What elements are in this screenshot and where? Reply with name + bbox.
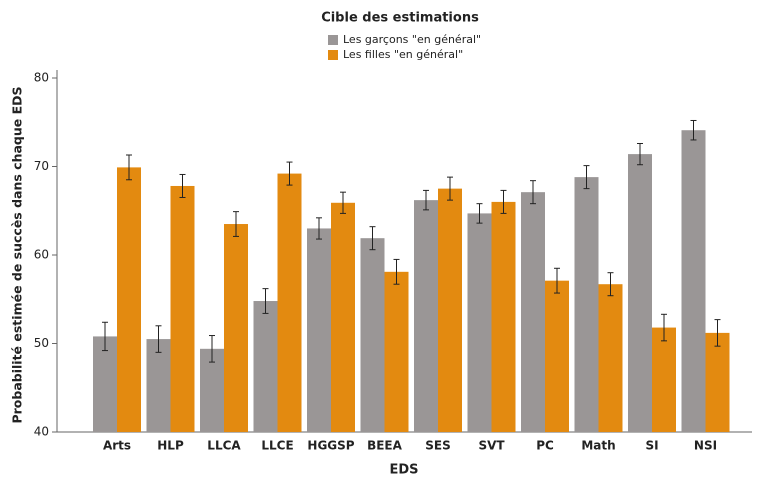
error-bar [476,203,483,224]
legend-label: Les garçons "en général" [343,33,481,46]
bar [652,327,676,432]
bar [491,201,516,432]
error-bar [179,173,186,198]
bar [705,332,730,432]
error-bar [690,119,697,141]
error-bar [233,211,239,237]
error-bar [714,319,721,347]
x-tick-label: PC [536,439,554,453]
bar [384,271,409,432]
x-tick-label: HGGSP [307,439,354,453]
bar [331,202,355,432]
x-tick-label: NSI [694,439,717,453]
bar [681,130,706,432]
error-bar [155,325,162,353]
error-bar [607,272,614,297]
bar [117,167,141,432]
legend-title: Cible des estimations [321,11,479,26]
error-bar [637,142,643,166]
x-tick-label: SES [425,439,450,453]
x-axis-label: EDS [389,463,418,477]
error-bar [583,165,590,190]
error-bar [286,161,293,186]
error-bar [209,335,215,363]
bar [307,228,331,432]
error-bar [393,258,400,285]
bar [146,339,171,432]
error-bar [262,288,269,314]
bar [598,284,623,432]
error-bar [554,267,560,294]
bar [93,336,117,432]
legend-label: Les filles "en général" [343,48,463,61]
error-bar [369,226,376,251]
x-tick-label: LLCA [207,439,241,453]
y-tick-label: 80 [34,71,49,85]
bar [360,238,385,432]
bar [545,280,569,432]
bar [438,188,462,432]
y-tick-label: 70 [34,159,49,173]
bar [574,177,599,432]
bar [170,185,195,432]
x-tick-label: Math [581,439,615,453]
error-bar [126,154,132,181]
error-bar [340,191,346,214]
y-tick-label: 50 [34,336,49,350]
y-axis-label: Probabilité estimée de succès dans chaqu… [10,86,25,423]
bar [521,192,545,432]
x-tick-label: BEEA [367,439,403,453]
legend-swatch [328,35,338,45]
x-tick-label: LLCE [261,439,293,453]
bar [628,154,652,433]
bar [277,173,302,432]
x-tick-label: HLP [157,439,184,453]
error-bar [530,180,536,205]
x-tick-label: SI [645,439,658,453]
x-tick-label: Arts [103,439,131,453]
error-bar [423,189,429,211]
error-bar [447,176,453,201]
y-tick-label: 40 [34,425,49,439]
error-bar [316,217,322,240]
bar [200,348,224,432]
bar [467,213,492,432]
bar [414,200,438,432]
bar [253,301,278,432]
error-bar [661,313,667,342]
y-tick-label: 60 [34,248,49,262]
legend-swatch [328,50,338,60]
error-bar [102,321,108,352]
error-bar [500,189,507,214]
bar [224,224,248,432]
x-tick-label: SVT [478,439,505,453]
